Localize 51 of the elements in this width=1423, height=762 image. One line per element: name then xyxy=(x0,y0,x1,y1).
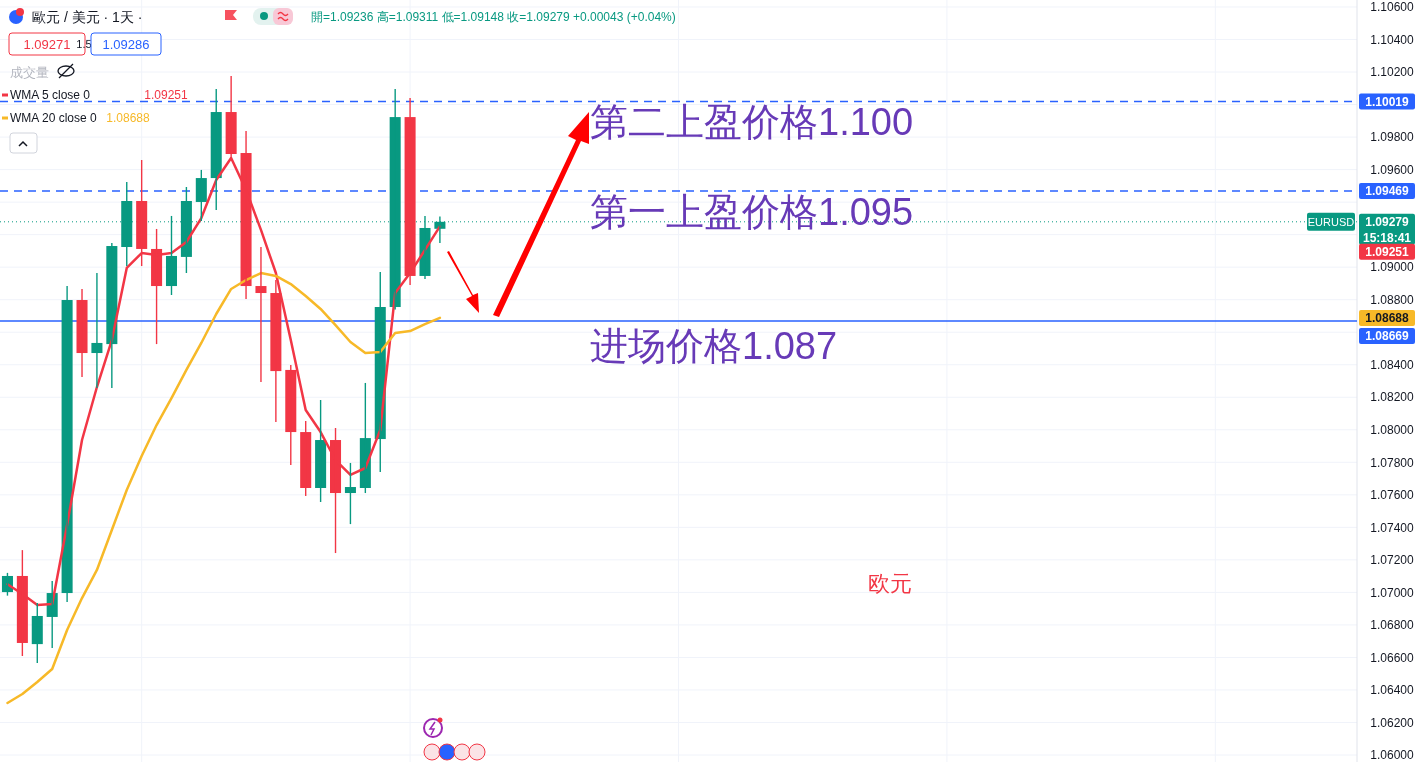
ref-line-label: 1.08669 xyxy=(1365,329,1410,344)
ref-line-label: 1.09279 xyxy=(1365,215,1410,229)
annotation: 第一上盈价格1.095 xyxy=(590,191,914,234)
text: 開=1.09236 高=1.09311 低=1.09148 收=1.09279 +0.00043 (+0.04%) xyxy=(311,10,676,25)
y-tick-label: 1.09800 xyxy=(1370,130,1415,145)
candlestick xyxy=(195,169,207,222)
y-tick-label: 1.10400 xyxy=(1370,32,1415,47)
y-tick-label: 1.09600 xyxy=(1370,162,1415,177)
y-tick-label: 1.06200 xyxy=(1370,715,1415,730)
y-tick-label: 1.10600 xyxy=(1370,0,1415,15)
annotation: 进场价格1.087 xyxy=(590,325,838,368)
y-tick-label: 1.07000 xyxy=(1370,585,1415,600)
y-tick-label: 1.09000 xyxy=(1370,260,1415,275)
y-tick-label: 1.07800 xyxy=(1370,455,1415,470)
candlestick xyxy=(285,364,297,466)
y-tick-label: 1.08000 xyxy=(1370,422,1415,437)
annotation: 成交量 xyxy=(10,64,49,80)
candlestick xyxy=(31,602,43,664)
y-tick-label: 1.06800 xyxy=(1370,618,1415,633)
y-tick-label: 1.08400 xyxy=(1370,357,1415,372)
y-tick-label: 1.10200 xyxy=(1370,65,1415,80)
annotation: 1.09286 xyxy=(102,36,150,52)
y-tick-label: 1.06000 xyxy=(1370,748,1415,762)
ref-line-label: 1.09469 xyxy=(1365,184,1410,199)
candlestick xyxy=(300,420,312,497)
annotation: EURUSD xyxy=(1307,215,1355,228)
y-tick-label: 1.08800 xyxy=(1370,292,1415,307)
annotation: 1.09271 xyxy=(23,36,71,52)
annotation: 1.5 xyxy=(76,37,92,50)
y-tick-label: 1.07400 xyxy=(1370,520,1415,535)
annotation: 欧元 xyxy=(868,570,912,596)
text: 1.09251 xyxy=(1365,245,1410,259)
candlestick xyxy=(76,288,88,378)
line-series xyxy=(6,271,442,705)
candlestick xyxy=(344,462,356,525)
text: 1.08688 xyxy=(1365,311,1410,326)
y-tick-label: 1.06600 xyxy=(1370,650,1415,665)
y-tick-label: 1.07600 xyxy=(1370,488,1415,503)
legend-label: WMA 5 close 0 xyxy=(10,88,91,103)
annotation: 1.09251 xyxy=(144,88,189,103)
text: 15:18:41 xyxy=(1362,231,1412,245)
annotation: 第二上盈价格1.100 xyxy=(590,101,914,144)
candlestick xyxy=(136,159,148,267)
annotation: 1.08688 xyxy=(106,111,151,126)
text: 歐元 / 美元 · 1天 · xyxy=(32,8,143,25)
y-tick-label: 1.06400 xyxy=(1370,683,1415,698)
y-tick-label: 1.08200 xyxy=(1370,390,1415,405)
candlestick xyxy=(315,399,327,503)
y-tick-label: 1.07200 xyxy=(1370,553,1415,568)
legend-label: WMA 20 close 0 xyxy=(10,111,98,126)
ref-line-label: 1.10019 xyxy=(1365,94,1410,109)
